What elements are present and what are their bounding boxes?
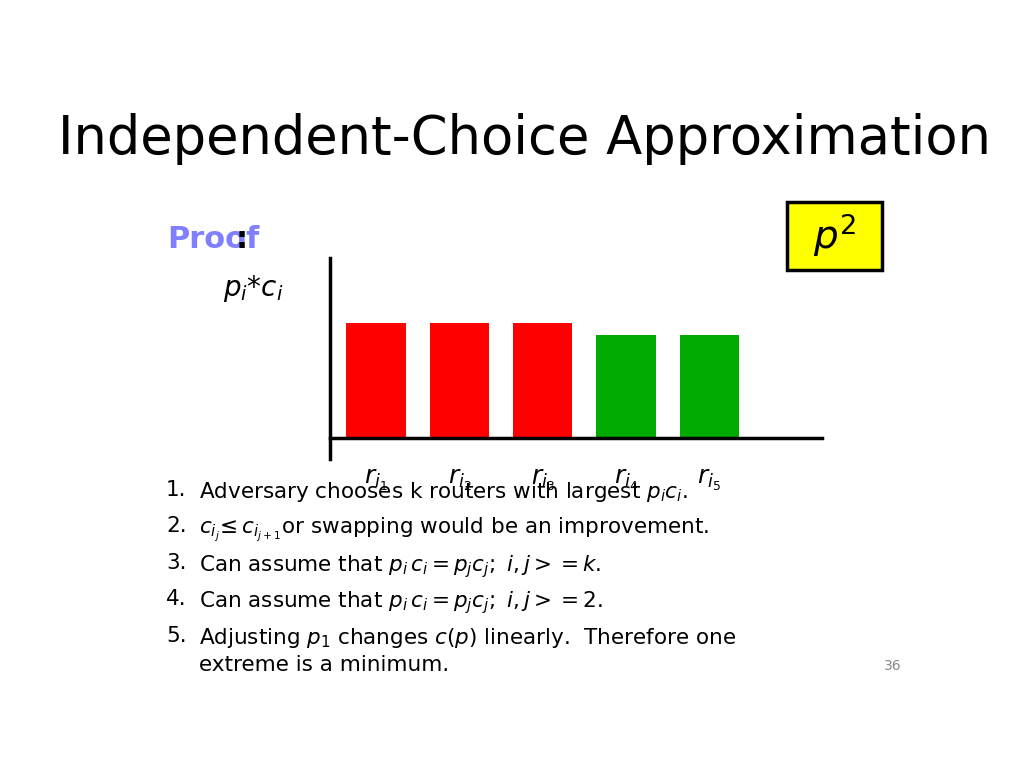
- Text: 36: 36: [884, 659, 902, 673]
- Text: 2.: 2.: [166, 516, 186, 536]
- Text: 5.: 5.: [166, 626, 186, 646]
- Text: $r_{i_2}$: $r_{i_2}$: [447, 468, 471, 493]
- Bar: [786, 201, 882, 270]
- Bar: [680, 335, 739, 438]
- Text: 1.: 1.: [166, 479, 186, 499]
- Text: $p_i$*$c_i$: $p_i$*$c_i$: [223, 273, 284, 303]
- Text: extreme is a minimum.: extreme is a minimum.: [200, 654, 450, 674]
- Text: Can assume that $p_i\, c_i = p_jc_j;\ i,j>= 2$.: Can assume that $p_i\, c_i = p_jc_j;\ i,…: [200, 590, 603, 616]
- Text: $r_{i_3}$: $r_{i_3}$: [530, 468, 555, 493]
- Text: Can assume that $p_i\, c_i = p_jc_j;\ i,j>= k$.: Can assume that $p_i\, c_i = p_jc_j;\ i,…: [200, 553, 602, 580]
- Bar: [513, 323, 572, 438]
- Bar: [430, 323, 489, 438]
- Text: 4.: 4.: [166, 590, 186, 610]
- Text: Adversary chooses k routers with largest $p_ic_i$.: Adversary chooses k routers with largest…: [200, 479, 688, 504]
- Text: $c_{i_j}\!\leq c_{i_{j+1}}$or swapping would be an improvement.: $c_{i_j}\!\leq c_{i_{j+1}}$or swapping w…: [200, 516, 710, 545]
- Text: Adjusting $p_1$ changes $c(p)$ linearly.  Therefore one: Adjusting $p_1$ changes $c(p)$ linearly.…: [200, 626, 736, 650]
- Text: $r_{i_1}$: $r_{i_1}$: [365, 468, 388, 493]
- Text: Independent-Choice Approximation: Independent-Choice Approximation: [58, 113, 991, 165]
- Text: $r_{i_4}$: $r_{i_4}$: [613, 468, 638, 493]
- Text: $r_{i_5}$: $r_{i_5}$: [697, 468, 721, 493]
- Text: :: :: [236, 225, 247, 254]
- Text: 3.: 3.: [166, 553, 186, 573]
- Text: $p^2$: $p^2$: [813, 212, 856, 260]
- Bar: [596, 335, 655, 438]
- Text: Proof: Proof: [168, 225, 260, 254]
- Bar: [346, 323, 406, 438]
